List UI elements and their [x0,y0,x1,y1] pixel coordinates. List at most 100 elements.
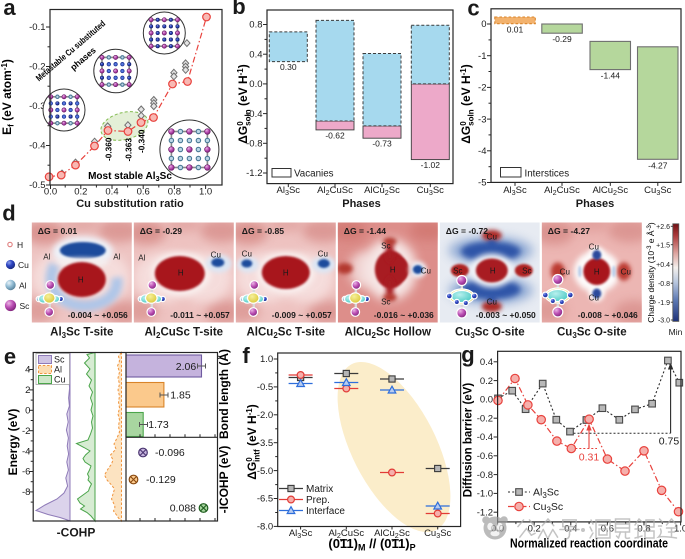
svg-text:H: H [78,276,84,285]
svg-text:-1: -1 [478,51,486,62]
svg-text:Charge density (10-3 e Å-3): Charge density (10-3 e Å-3) [646,222,656,323]
svg-text:-0.129: -0.129 [146,474,176,486]
svg-text:-4: -4 [22,446,30,457]
svg-text:ΔG = -4.27: ΔG = -4.27 [548,226,590,236]
svg-text:-6.5: -6.5 [257,494,273,505]
svg-text:1.85: 1.85 [170,390,191,402]
svg-text:Cu: Cu [211,251,221,260]
svg-text:Cu3​Sc: Cu3​Sc [533,501,563,515]
svg-text:0.4: 0.4 [105,187,118,198]
svg-text:-0.004 ~ +0.056: -0.004 ~ +0.056 [68,310,128,320]
svg-text:-0.5: -0.5 [257,382,273,393]
svg-text:-5: -5 [478,178,486,189]
svg-text:Al3​Sc: Al3​Sc [277,185,301,197]
svg-text:Min: Min [669,327,683,337]
svg-text:Vacanies: Vacanies [294,169,334,180]
svg-text:Al: Al [113,253,120,262]
svg-text:Cu3​Sc: Cu3​Sc [417,185,444,197]
svg-text:Cu: Cu [621,268,631,277]
svg-text:Sc: Sc [381,298,390,307]
svg-text:-1.44: -1.44 [601,71,621,81]
svg-text:-0.008 ~ +0.046: -0.008 ~ +0.046 [578,310,638,320]
svg-text:Cu3​Sc: Cu3​Sc [644,185,671,197]
svg-text:e: e [4,344,16,369]
svg-text:Al3​Sc: Al3​Sc [533,487,559,501]
svg-text:-1.02: -1.02 [421,160,441,170]
svg-text:ΔG = 0.01: ΔG = 0.01 [38,226,78,236]
svg-text:Sc: Sc [381,242,390,251]
svg-text:Ef (eV atom-1): Ef (eV atom-1) [0,59,16,135]
svg-text:Cu: Cu [54,375,66,385]
svg-text:Al: Al [138,254,145,263]
svg-text:-ICOHP (eV): -ICOHP (eV) [217,446,231,514]
svg-text:-5.0: -5.0 [257,466,273,477]
svg-text:0.0: 0.0 [44,187,57,198]
svg-text:a: a [3,0,16,20]
svg-text:Al2​CuSc: Al2​CuSc [544,185,580,197]
svg-text:0.31: 0.31 [579,452,600,464]
svg-text:Cu: Cu [589,294,599,303]
svg-text:Al2​CuSc T-site: Al2​CuSc T-site [145,327,224,341]
svg-text:Al: Al [43,253,50,262]
svg-text:H: H [178,269,184,278]
svg-text:Normalized reaction coordinate: Normalized reaction coordinate [510,537,668,551]
svg-text:AlCu2​Sc: AlCu2​Sc [364,185,400,197]
svg-text:ΔG0soln (eV H-1): ΔG0soln (eV H-1) [459,64,476,144]
svg-text:-0.003 ~ +0.050: -0.003 ~ +0.050 [476,310,536,320]
svg-text:H: H [283,269,289,278]
svg-text:H: H [17,240,23,250]
svg-text:-0.4: -0.4 [29,141,45,152]
svg-text:0.8: 0.8 [249,20,262,31]
svg-text:0.088: 0.088 [170,503,196,515]
svg-text:2.06: 2.06 [176,361,197,373]
svg-text:-0.096: -0.096 [155,447,185,459]
svg-text:-0.73: -0.73 [372,139,392,149]
svg-text:Bond length (Å): Bond length (Å) [216,349,231,439]
svg-text:AlCu2​Sc: AlCu2​Sc [592,185,628,197]
svg-text:Prep.: Prep. [306,495,330,506]
svg-text:ΔG0soln (eV H-1): ΔG0soln (eV H-1) [236,64,253,144]
svg-text:-4.27: -4.27 [648,160,668,170]
svg-text:1.0: 1.0 [260,354,273,365]
svg-text:-2: -2 [22,426,30,437]
svg-text:ΔG = -0.72: ΔG = -0.72 [446,226,488,236]
svg-text:Al2​CuSc: Al2​CuSc [328,528,364,540]
svg-text:Phases: Phases [342,198,381,210]
svg-text:-1.9: -1.9 [658,300,670,307]
svg-text:0.75: 0.75 [659,436,680,448]
svg-text:0.30: 0.30 [280,62,297,72]
svg-text:0.4: 0.4 [480,357,493,368]
svg-text:Al3​Sc T-site: Al3​Sc T-site [50,327,113,341]
svg-text:-0.6: -0.6 [477,451,493,462]
svg-text:Sc: Sc [54,355,65,365]
svg-text:Cu3​Sc O-site: Cu3​Sc O-site [455,327,525,341]
svg-text:-0.8: -0.8 [477,470,493,481]
svg-text:Phases: Phases [576,198,615,210]
svg-text:-0.3: -0.3 [29,101,45,112]
svg-text:+2.6: +2.6 [656,224,670,231]
svg-text:0: 0 [25,406,30,417]
svg-text:Cu: Cu [318,250,328,259]
svg-text:0.2: 0.2 [74,187,87,198]
svg-text:-1.2: -1.2 [246,168,262,179]
svg-text:-1.2: -1.2 [477,507,493,518]
svg-text:Al: Al [54,365,62,375]
svg-text:(011)M // (011)P: (011)M // (011)P [328,536,415,553]
svg-text:-0.8: -0.8 [658,281,670,288]
svg-text:-3.5: -3.5 [257,438,273,449]
svg-text:Matrix: Matrix [306,484,333,495]
svg-text:AlCu2​Sc: AlCu2​Sc [374,528,410,540]
svg-text:Cu: Cu [18,260,29,270]
svg-text:-0.5: -0.5 [29,180,45,191]
svg-text:AlCu2​Sc Hollow: AlCu2​Sc Hollow [345,327,431,341]
svg-text:c: c [467,0,479,21]
svg-text:H: H [490,267,496,276]
svg-text:b: b [232,0,245,19]
svg-text:-8: -8 [22,487,30,498]
svg-text:-3.0: -3.0 [658,318,670,325]
svg-text:-2: -2 [478,83,486,94]
svg-text:Al2​CuSc: Al2​CuSc [317,185,353,197]
svg-text:Al: Al [19,280,27,290]
svg-text:d: d [2,201,15,226]
svg-text:0.4: 0.4 [249,49,262,60]
